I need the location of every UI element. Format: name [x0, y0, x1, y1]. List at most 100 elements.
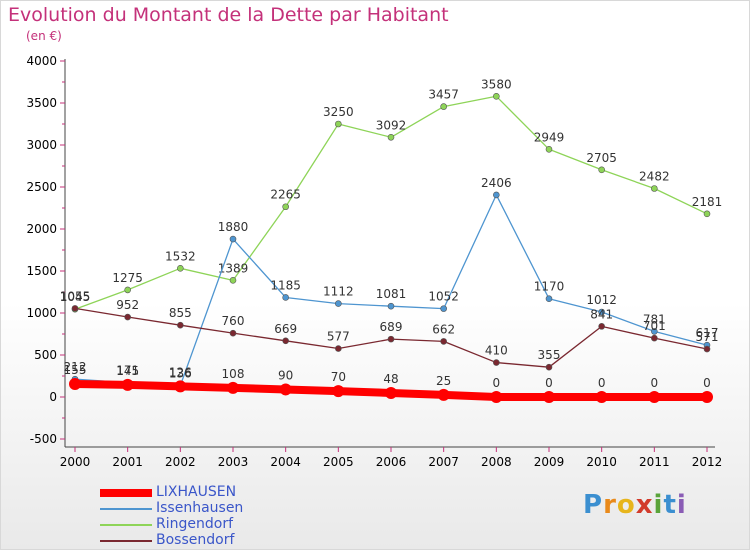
- data-label-ringendorf: 3092: [376, 118, 407, 132]
- data-label-issenhausen: 1880: [218, 220, 249, 234]
- data-label-ringendorf: 1532: [165, 249, 196, 263]
- data-point-bossendorf: [229, 329, 237, 337]
- x-tick-label: 2005: [323, 455, 354, 469]
- data-label-ringendorf: 1389: [218, 261, 249, 275]
- data-point-ringendorf: [387, 133, 395, 141]
- data-point-ringendorf: [335, 120, 342, 128]
- data-label-bossendorf: 577: [327, 330, 350, 344]
- data-point-bossendorf: [177, 321, 184, 329]
- data-point-bossendorf: [124, 313, 131, 321]
- legend-label-issenhausen: Issenhausen: [156, 500, 244, 516]
- data-label-issenhausen: 212: [64, 360, 87, 374]
- data-label-issenhausen: 781: [643, 312, 666, 326]
- data-label-lixhausen: 155: [64, 363, 87, 377]
- data-point-lixhausen: [385, 386, 397, 399]
- y-tick-label: 2000: [26, 222, 57, 236]
- data-label-issenhausen: 1170: [534, 280, 565, 294]
- y-tick-label: 3500: [26, 96, 57, 110]
- data-point-bossendorf: [493, 359, 500, 366]
- x-tick-label: 2007: [428, 455, 459, 469]
- data-label-issenhausen: 617: [696, 326, 719, 340]
- data-label-bossendorf: 855: [169, 306, 192, 320]
- data-label-ringendorf: 1275: [112, 271, 143, 285]
- chart-subtitle: (en €): [26, 29, 62, 43]
- data-point-ringendorf: [703, 210, 711, 218]
- y-tick-label: -500: [30, 432, 57, 446]
- y-tick-label: 1500: [26, 264, 57, 278]
- data-label-lixhausen: 0: [598, 376, 606, 390]
- data-label-issenhausen: 1185: [270, 278, 301, 292]
- data-label-lixhausen: 90: [278, 368, 293, 382]
- data-label-bossendorf: 410: [485, 344, 508, 358]
- data-point-lixhausen: [69, 377, 81, 390]
- data-point-bossendorf: [703, 345, 711, 353]
- data-point-lixhausen: [437, 388, 450, 401]
- proxiti-logo: Proxiti: [583, 490, 687, 520]
- data-point-issenhausen: [493, 191, 500, 199]
- data-point-issenhausen: [229, 235, 237, 243]
- data-point-issenhausen: [387, 302, 395, 310]
- y-tick-label: 1000: [26, 306, 57, 320]
- data-label-lixhausen: 48: [383, 372, 398, 386]
- data-point-lixhausen: [543, 391, 555, 403]
- x-tick-label: 2003: [218, 455, 249, 469]
- data-point-bossendorf: [651, 334, 658, 342]
- x-tick-label: 2004: [270, 455, 301, 469]
- data-point-issenhausen: [598, 308, 605, 316]
- data-label-ringendorf: 2181: [692, 195, 723, 209]
- data-label-issenhausen: 1081: [376, 287, 407, 301]
- data-point-lixhausen: [227, 381, 239, 394]
- data-point-issenhausen: [545, 295, 553, 303]
- legend-swatch-lixhausen: [100, 489, 152, 497]
- data-label-lixhausen: 126: [169, 365, 192, 379]
- data-point-ringendorf: [493, 92, 500, 100]
- data-label-bossendorf: 669: [274, 322, 297, 336]
- data-label-ringendorf: 1045: [60, 290, 91, 304]
- data-label-bossendorf: 662: [432, 322, 455, 336]
- data-point-ringendorf: [229, 277, 237, 284]
- data-point-lixhausen: [279, 383, 292, 396]
- data-label-lixhausen: 108: [222, 367, 245, 381]
- data-label-lixhausen: 0: [545, 376, 553, 390]
- data-label-ringendorf: 3457: [428, 88, 459, 102]
- data-label-issenhausen: 171: [116, 364, 139, 378]
- data-label-bossendorf: 841: [590, 307, 613, 321]
- data-label-bossendorf: 571: [696, 330, 719, 344]
- x-tick-label: 2001: [112, 455, 143, 469]
- data-point-bossendorf: [282, 337, 289, 345]
- legend-label-ringendorf: Ringendorf: [156, 516, 233, 532]
- data-point-bossendorf: [71, 305, 79, 312]
- legend-swatch-ringendorf: [100, 524, 152, 526]
- data-point-lixhausen: [490, 391, 503, 403]
- x-tick-label: 2002: [165, 455, 196, 469]
- data-point-bossendorf: [440, 338, 447, 345]
- data-label-ringendorf: 2949: [534, 130, 565, 144]
- x-tick-label: 2010: [586, 455, 617, 469]
- data-label-bossendorf: 760: [222, 314, 245, 328]
- data-label-ringendorf: 2265: [270, 188, 301, 202]
- data-point-issenhausen: [651, 328, 658, 335]
- y-tick-label: 0: [49, 390, 57, 404]
- data-point-ringendorf: [651, 185, 658, 192]
- data-point-issenhausen: [440, 305, 447, 312]
- legend-swatch-issenhausen: [100, 508, 152, 510]
- x-tick-label: 2012: [692, 455, 723, 469]
- legend-label-lixhausen: LIXHAUSEN: [156, 484, 237, 500]
- data-point-ringendorf: [598, 166, 605, 174]
- data-point-lixhausen: [332, 385, 345, 398]
- data-label-lixhausen: 25: [436, 374, 451, 388]
- x-tick-label: 2011: [639, 455, 670, 469]
- data-point-ringendorf: [545, 145, 553, 153]
- data-label-bossendorf: 355: [538, 348, 561, 362]
- data-label-ringendorf: 2482: [639, 170, 670, 184]
- data-label-lixhausen: 0: [651, 376, 659, 390]
- data-label-issenhausen: 1012: [586, 293, 617, 307]
- x-tick-label: 2000: [60, 455, 91, 469]
- data-label-bossendorf: 1055: [60, 289, 91, 303]
- data-label-ringendorf: 3580: [481, 77, 512, 91]
- data-point-ringendorf: [282, 203, 289, 211]
- y-tick-label: 3000: [26, 138, 57, 152]
- data-label-issenhausen: 1112: [323, 285, 354, 299]
